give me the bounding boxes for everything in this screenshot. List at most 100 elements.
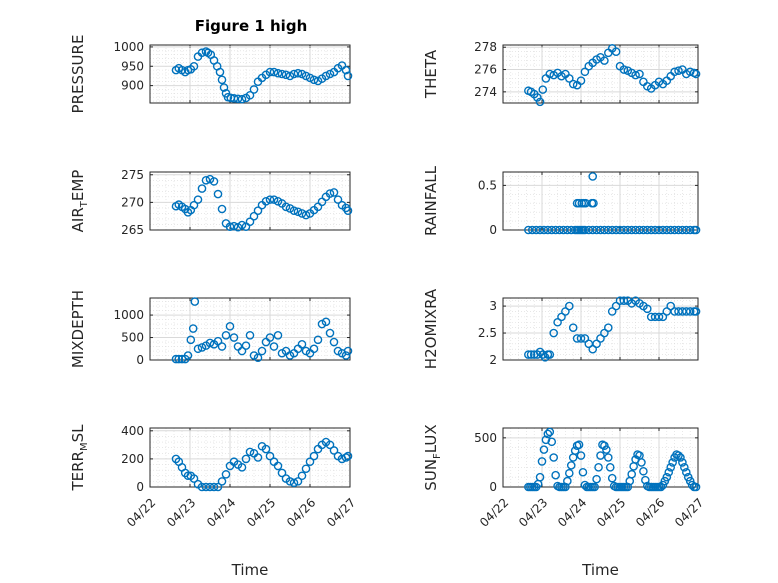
figure-title: Figure 1 high: [195, 17, 308, 35]
plot-area: [503, 172, 698, 230]
data-point: [691, 69, 701, 79]
data-point: [293, 207, 303, 217]
data-point: [545, 69, 555, 79]
data-point: [261, 444, 271, 454]
data-point: [265, 333, 275, 342]
data-point: [594, 463, 603, 472]
data-point: [533, 350, 542, 359]
data-point: [537, 457, 547, 466]
data-point: [535, 472, 545, 482]
data-point: [269, 342, 279, 351]
data-point: [237, 463, 247, 472]
x-tick-label: 04/22: [477, 495, 511, 529]
subplot-3: 265 270 275 AIRTEMP: [69, 168, 353, 237]
data-point: [305, 73, 315, 83]
data-point: [261, 196, 271, 206]
data-point: [215, 67, 225, 77]
data-point: [217, 204, 227, 214]
data-point: [343, 451, 353, 461]
subplot-5: 0 500 1000 MIXDEPTH: [69, 290, 353, 368]
data-point: [309, 344, 319, 354]
y-tick-label: 1000: [113, 40, 144, 54]
data-point: [545, 350, 555, 359]
data-point: [576, 451, 586, 460]
data-point: [293, 477, 303, 486]
data-point: [237, 220, 247, 230]
data-point: [674, 66, 683, 75]
x-tick-label: 04/26: [284, 495, 318, 529]
data-point: [341, 65, 351, 75]
data-point: [253, 453, 263, 462]
data-point: [666, 463, 676, 472]
data-point: [297, 339, 307, 349]
data-point: [549, 328, 559, 338]
data-point: [604, 323, 613, 332]
data-point: [678, 458, 687, 467]
y-axis-label: THETA: [422, 49, 440, 99]
y-axis-label: H2OMIXRA: [422, 288, 440, 369]
x-tick-label: 04/25: [244, 495, 278, 529]
data-point: [217, 477, 227, 486]
data-point: [269, 195, 279, 204]
data-point: [193, 344, 203, 354]
data-point: [568, 323, 578, 332]
y-axis-label: PRESSURE: [69, 35, 87, 114]
data-point: [565, 74, 574, 83]
data-point: [641, 475, 650, 485]
plot-area: [150, 298, 350, 360]
data-point: [691, 307, 701, 316]
x-tick-label: 04/27: [672, 495, 706, 529]
data-point: [297, 471, 307, 481]
data-point: [293, 68, 303, 78]
data-point: [285, 71, 295, 81]
data-point: [570, 446, 580, 455]
data-point: [213, 189, 223, 199]
y-axis-label: RAINFALL: [422, 165, 440, 236]
data-point: [174, 354, 184, 364]
data-point: [321, 317, 331, 327]
y-tick-label: 0: [489, 480, 497, 494]
data-point: [241, 341, 251, 350]
data-point: [189, 61, 199, 71]
data-point: [654, 312, 664, 322]
data-point: [217, 75, 227, 85]
data-point: [341, 453, 351, 462]
data-point: [535, 97, 545, 107]
data-point: [171, 354, 181, 364]
data-point: [297, 69, 307, 79]
data-point: [619, 65, 629, 74]
data-point: [209, 482, 219, 492]
data-point: [541, 435, 551, 445]
y-tick-label: 270: [121, 195, 144, 209]
data-point: [229, 221, 239, 231]
data-point: [188, 324, 198, 333]
data-point: [576, 334, 586, 343]
data-point: [607, 473, 617, 483]
data-point: [691, 482, 701, 492]
x-tick-label: 04/24: [204, 495, 238, 529]
x-tick-label: 04/23: [516, 495, 550, 529]
data-point: [273, 330, 283, 340]
data-point: [213, 482, 223, 492]
data-point: [656, 482, 666, 492]
data-point: [639, 466, 648, 476]
subplot-2: 274 276 278 THETA: [422, 40, 701, 107]
data-point: [605, 463, 615, 472]
data-point: [273, 68, 283, 78]
data-point: [249, 211, 259, 221]
data-point: [533, 93, 542, 102]
y-tick-label: 400: [121, 424, 144, 438]
data-point: [309, 451, 319, 461]
data-point: [201, 482, 211, 492]
data-point: [219, 83, 229, 92]
data-point: [273, 461, 283, 471]
data-point: [568, 79, 578, 89]
data-point: [285, 477, 295, 486]
data-point: [682, 467, 691, 477]
data-point: [301, 210, 311, 220]
data-point: [245, 330, 255, 340]
data-point: [281, 202, 291, 212]
data-point: [631, 70, 640, 80]
data-point: [540, 353, 550, 362]
data-point: [691, 225, 701, 235]
